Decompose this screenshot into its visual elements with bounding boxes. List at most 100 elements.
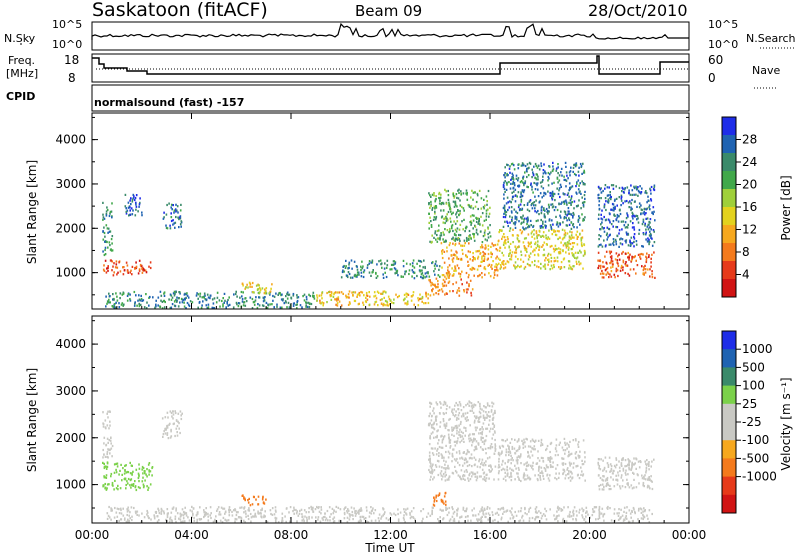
heatmap-cell bbox=[526, 163, 529, 166]
heatmap-cell bbox=[118, 473, 120, 476]
heatmap-cell bbox=[352, 294, 354, 297]
heatmap-cell bbox=[263, 502, 266, 505]
heatmap-cell bbox=[565, 216, 567, 219]
heatmap-cell bbox=[473, 214, 475, 217]
heatmap-cell bbox=[141, 512, 143, 515]
nsearch-label: N.Search bbox=[746, 32, 796, 45]
heatmap-cell bbox=[448, 511, 450, 514]
heatmap-cell bbox=[180, 297, 183, 300]
heatmap-cell bbox=[500, 266, 502, 269]
heatmap-cell bbox=[532, 191, 534, 194]
heatmap-cell bbox=[449, 445, 452, 448]
heatmap-cell bbox=[433, 469, 436, 472]
heatmap-cell bbox=[650, 199, 653, 202]
heatmap-cell bbox=[650, 475, 652, 478]
heatmap-cell bbox=[502, 225, 505, 228]
heatmap-cell bbox=[480, 516, 482, 519]
heatmap-cell bbox=[148, 469, 150, 472]
heatmap-cell bbox=[505, 202, 508, 205]
heatmap-cell bbox=[170, 411, 173, 415]
heatmap-cell bbox=[487, 252, 490, 256]
heatmap-cell bbox=[582, 183, 585, 186]
heatmap-cell bbox=[254, 514, 256, 517]
heatmap-cell bbox=[582, 205, 585, 208]
heatmap-cell bbox=[363, 294, 365, 297]
heatmap-cell bbox=[520, 216, 522, 219]
heatmap-cell bbox=[454, 414, 457, 417]
heatmap-cell bbox=[109, 212, 111, 215]
heatmap-cell bbox=[138, 298, 141, 301]
heatmap-cell bbox=[622, 467, 625, 470]
heatmap-cell bbox=[502, 512, 504, 515]
heatmap-cell bbox=[453, 220, 455, 223]
power-panel-frame bbox=[91, 112, 690, 310]
heatmap-cell bbox=[504, 216, 507, 219]
heatmap-cell bbox=[456, 429, 458, 432]
heatmap-cell bbox=[514, 226, 517, 229]
heatmap-cell bbox=[497, 513, 500, 516]
heatmap-cell bbox=[524, 506, 526, 510]
heatmap-cell bbox=[308, 306, 311, 309]
heatmap-cell bbox=[338, 300, 341, 303]
heatmap-cell bbox=[511, 447, 514, 450]
heatmap-cell bbox=[447, 456, 450, 459]
heatmap-cell bbox=[487, 244, 490, 247]
heatmap-cell bbox=[642, 245, 644, 248]
heatmap-cell bbox=[122, 266, 124, 269]
heatmap-cell bbox=[544, 226, 547, 229]
heatmap-cell bbox=[485, 246, 487, 249]
heatmap-cell bbox=[473, 472, 476, 475]
heatmap-cell bbox=[598, 238, 600, 241]
heatmap-cell bbox=[567, 243, 569, 246]
heatmap-cell bbox=[576, 230, 579, 233]
heatmap-cell bbox=[432, 409, 434, 412]
heatmap-cell bbox=[467, 519, 469, 522]
heatmap-cell bbox=[610, 255, 613, 258]
heatmap-cell bbox=[550, 260, 553, 263]
heatmap-cell bbox=[446, 513, 449, 517]
heatmap-cell bbox=[193, 516, 195, 519]
heatmap-cell bbox=[573, 226, 575, 229]
heatmap-cell bbox=[335, 505, 338, 508]
heatmap-cell bbox=[341, 270, 344, 274]
heatmap-cell bbox=[107, 448, 110, 451]
heatmap-cell bbox=[470, 294, 473, 297]
heatmap-cell bbox=[532, 468, 534, 471]
heatmap-cell bbox=[607, 200, 610, 203]
heatmap-cell bbox=[172, 292, 175, 295]
heatmap-cell bbox=[511, 513, 513, 516]
heatmap-cell bbox=[572, 466, 575, 469]
heatmap-cell bbox=[284, 300, 287, 303]
heatmap-cell bbox=[122, 507, 124, 510]
heatmap-cell bbox=[106, 240, 108, 244]
heatmap-cell bbox=[279, 292, 281, 295]
heatmap-cell bbox=[564, 234, 567, 237]
heatmap-cell bbox=[138, 480, 140, 483]
heatmap-cell bbox=[510, 201, 512, 204]
heatmap-cell bbox=[204, 514, 206, 517]
heatmap-cell bbox=[244, 287, 246, 290]
heatmap-cell bbox=[578, 199, 580, 202]
heatmap-cell bbox=[631, 520, 634, 523]
heatmap-cell bbox=[575, 233, 577, 236]
heatmap-cell bbox=[539, 475, 541, 478]
heatmap-cell bbox=[606, 271, 609, 274]
heatmap-cell bbox=[512, 228, 514, 231]
heatmap-cell bbox=[619, 517, 621, 520]
heatmap-cell bbox=[171, 519, 173, 522]
heatmap-cell bbox=[438, 454, 440, 457]
heatmap-cell bbox=[653, 458, 655, 461]
heatmap-cell bbox=[154, 306, 156, 309]
heatmap-cell bbox=[468, 434, 470, 437]
heatmap-cell bbox=[605, 244, 607, 247]
heatmap-cell bbox=[612, 243, 615, 247]
heatmap-cell bbox=[490, 443, 493, 446]
heatmap-cell bbox=[455, 426, 458, 430]
heatmap-cell bbox=[481, 241, 484, 244]
heatmap-cell bbox=[379, 259, 382, 262]
heatmap-cell bbox=[522, 476, 525, 479]
heatmap-cell bbox=[458, 191, 460, 194]
heatmap-cell bbox=[512, 174, 514, 177]
heatmap-cell bbox=[435, 436, 437, 439]
heatmap-cell bbox=[275, 517, 278, 520]
